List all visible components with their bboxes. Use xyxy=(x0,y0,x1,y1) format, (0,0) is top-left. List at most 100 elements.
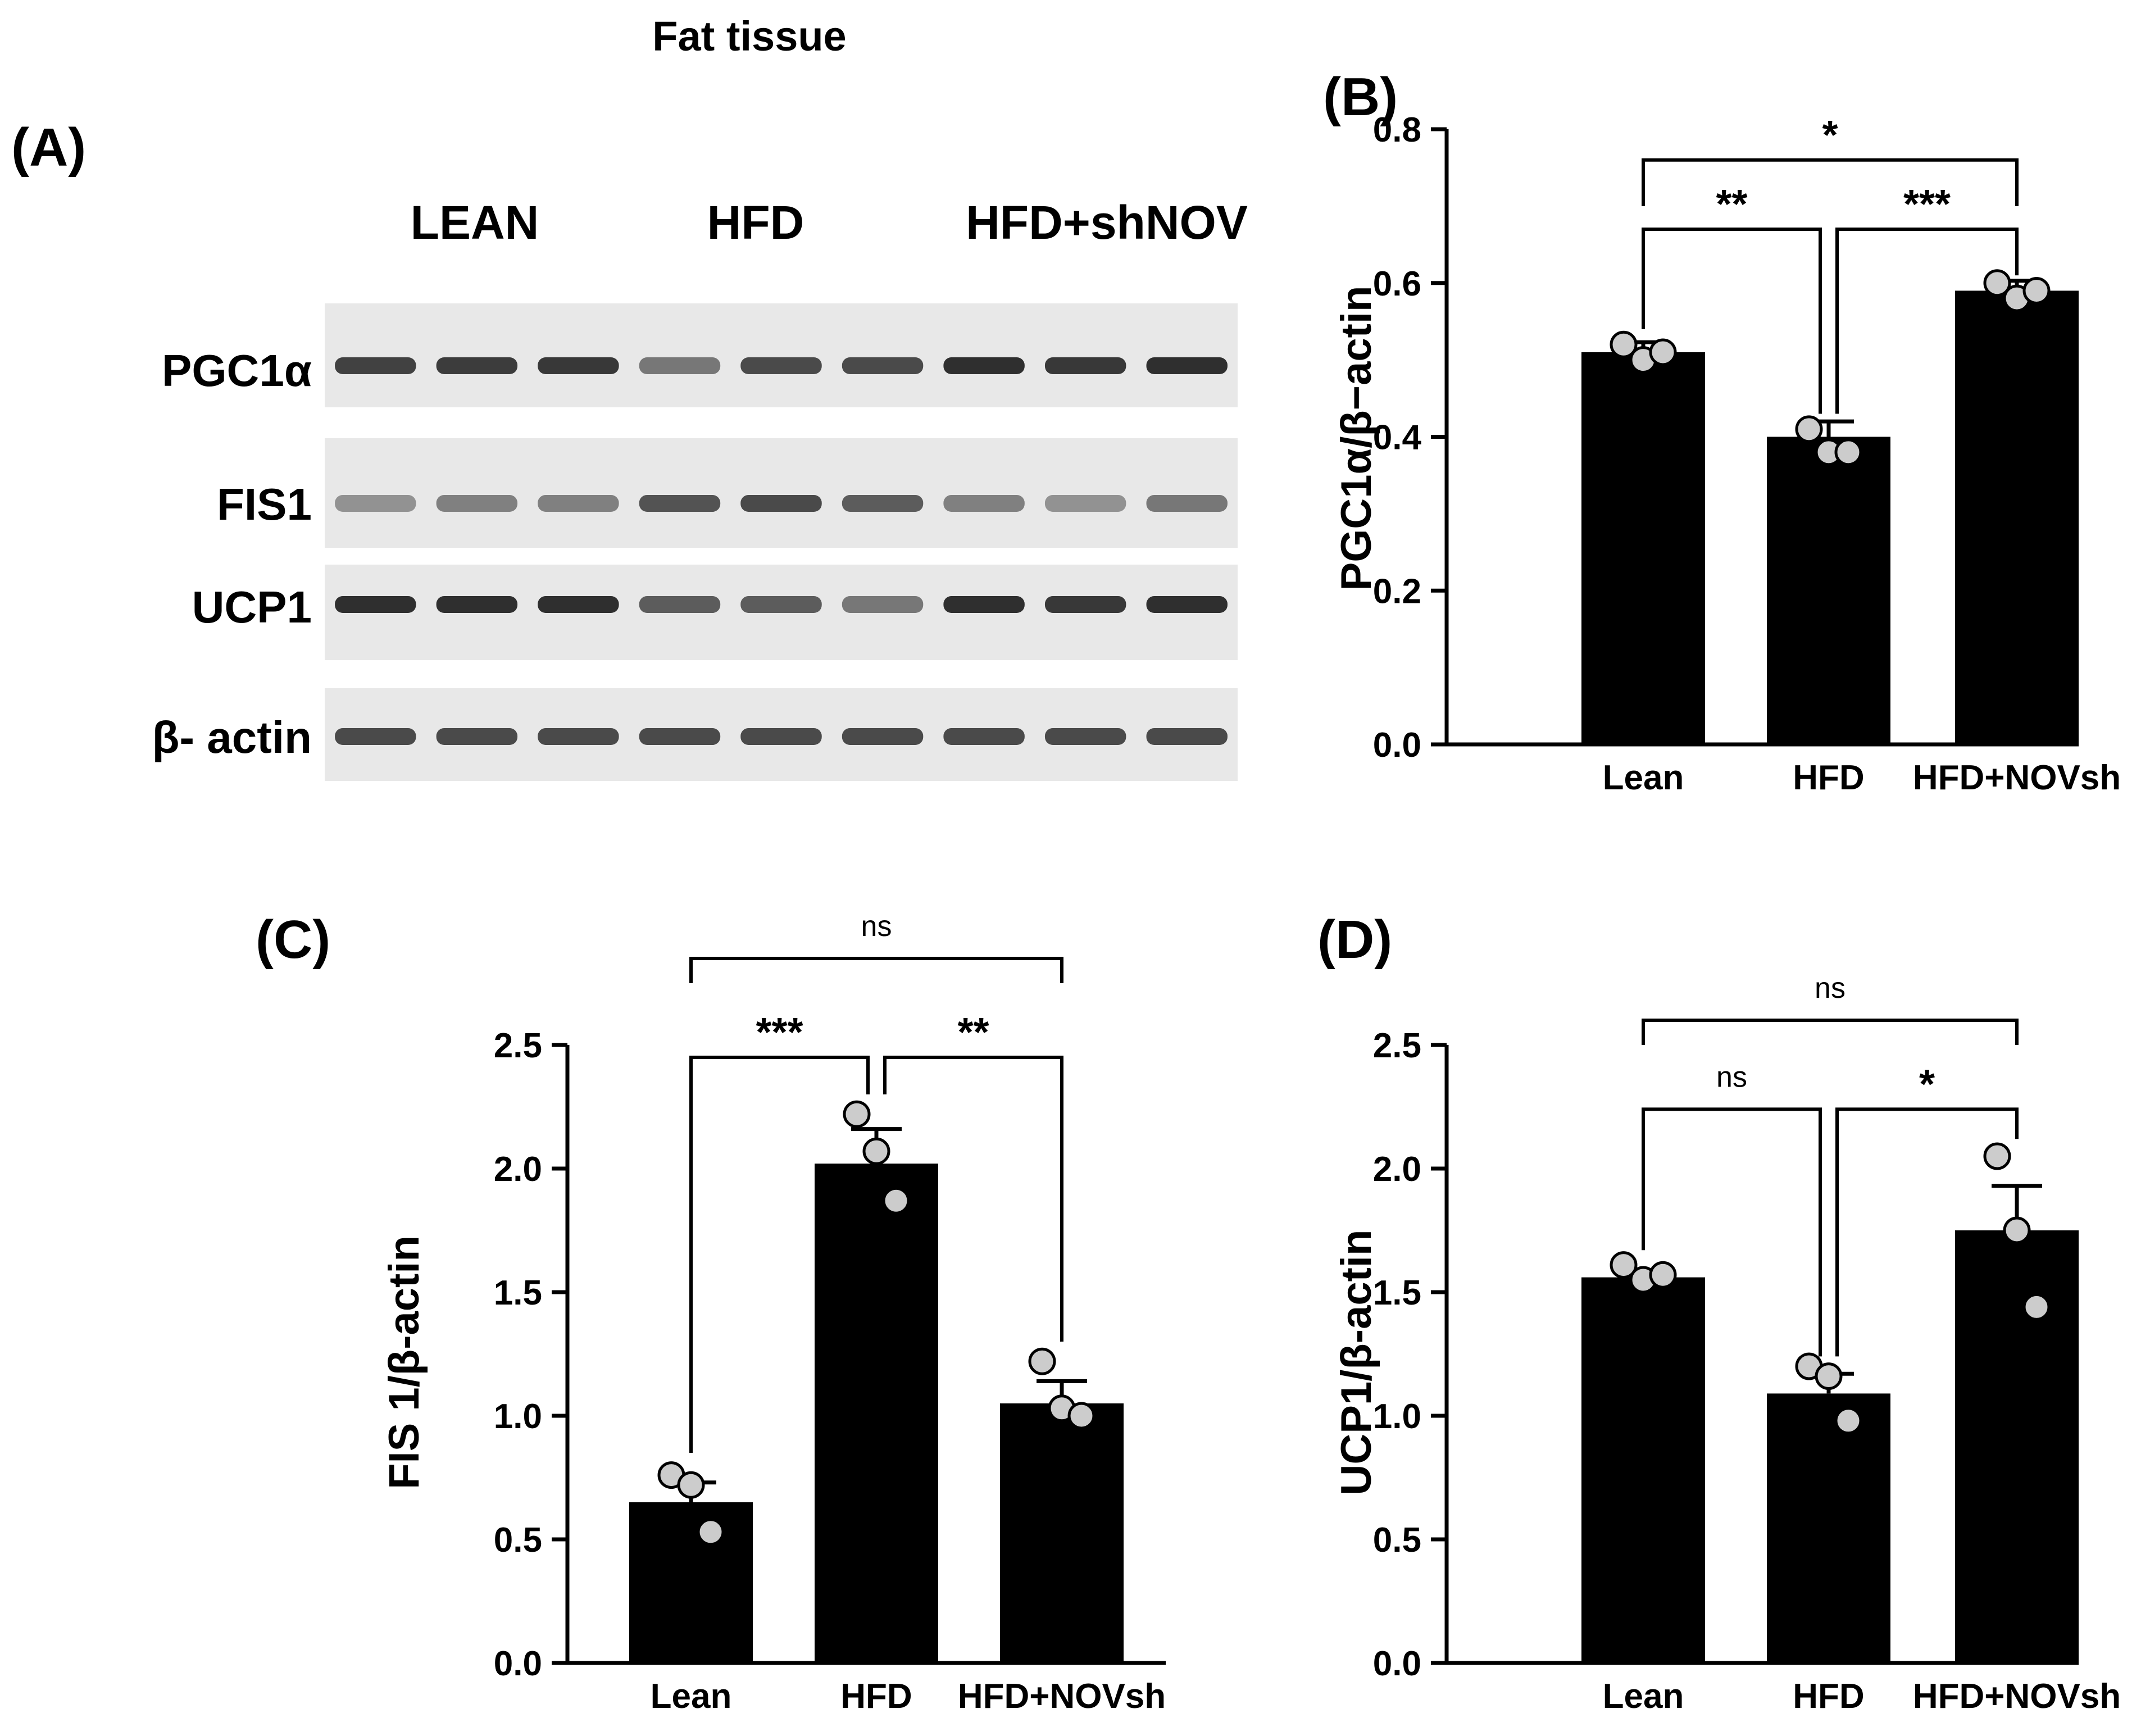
panel-c-chart: (C) 0.0 0.5 1.0 1.5 2.0 2.5 FIS 1/β-actin Lean HF… xyxy=(256,910,1166,1716)
y-tick-label: 2.5 xyxy=(1373,1026,1421,1065)
y-axis-label-part: −actin xyxy=(1333,286,1380,411)
data-point xyxy=(1983,1142,2011,1170)
blot-group-label: LEAN xyxy=(411,196,539,249)
blot-row-label: PGC1α xyxy=(162,346,312,396)
bar xyxy=(1767,1393,1890,1663)
data-point xyxy=(2022,1293,2051,1321)
data-point xyxy=(1610,1251,1638,1279)
blot-band xyxy=(1044,728,1126,745)
x-tick-label: HFD+NOVsh xyxy=(958,1677,1166,1716)
y-tick-label: 2.5 xyxy=(494,1026,542,1065)
data-point xyxy=(2003,1216,2031,1244)
y-axis-label-part: / xyxy=(1333,437,1380,448)
blot-band xyxy=(1044,495,1126,512)
data-point xyxy=(843,1100,871,1128)
blot-band xyxy=(842,728,924,745)
blot-band xyxy=(1044,357,1126,374)
significance-label: ns xyxy=(861,910,892,943)
data-point xyxy=(1028,1347,1056,1375)
bar xyxy=(1955,1230,2079,1663)
blot-band xyxy=(943,728,1025,745)
y-axis-label-part: β xyxy=(1333,1343,1380,1369)
y-tick-label: 0.0 xyxy=(494,1644,542,1683)
y-axis-label: PGC1α/β−actin xyxy=(1333,286,1380,591)
data-point xyxy=(1815,1362,1843,1390)
panel-a-western-blot: (A) Fat tissue LEAN HFD HFD+shNOV PGC1α FIS… xyxy=(11,13,1248,781)
bar xyxy=(629,1502,753,1663)
blot-band xyxy=(943,495,1025,512)
significance-label: * xyxy=(1822,113,1838,158)
data-point xyxy=(1834,1407,1862,1435)
blot-row-label: FIS1 xyxy=(217,479,312,529)
y-tick-label: 1.0 xyxy=(1373,1397,1421,1436)
data-point xyxy=(697,1518,725,1546)
blot-band xyxy=(842,357,924,374)
y-tick-label: 0.4 xyxy=(1373,419,1422,457)
bar xyxy=(1955,290,2079,744)
significance-label: *** xyxy=(1903,182,1951,227)
blot-band xyxy=(538,495,619,512)
y-axis-label: UCP1/β-actin xyxy=(1333,1230,1380,1496)
data-point xyxy=(882,1187,910,1215)
y-axis-label: FIS 1/β-actin xyxy=(380,1235,428,1489)
significance-bracket xyxy=(689,1056,870,1453)
blot-band xyxy=(639,596,721,613)
y-tick-label: 1.5 xyxy=(1373,1274,1421,1312)
y-tick-label: 0.0 xyxy=(1373,726,1421,765)
blot-band xyxy=(538,728,619,745)
blot-band xyxy=(639,728,721,745)
blot-row-label: UCP1 xyxy=(192,582,312,632)
x-tick-label: Lean xyxy=(651,1677,732,1716)
blot-band xyxy=(639,495,721,512)
blot-membrane xyxy=(325,303,1238,407)
panel-b-chart: (B) 0.0 0.2 0.4 0.6 0.8 PGC1α/β−actin Lean HFD HF… xyxy=(1323,67,2121,797)
blot-band xyxy=(639,357,721,374)
bar xyxy=(1000,1403,1124,1663)
x-tick-label: HFD xyxy=(1793,758,1864,797)
blot-band xyxy=(436,357,518,374)
x-tick-label: HFD+NOVsh xyxy=(1913,1677,2121,1716)
y-tick-label: 0.8 xyxy=(1373,111,1421,149)
blot-band xyxy=(436,596,518,613)
data-point xyxy=(1610,330,1638,358)
significance-bracket xyxy=(883,1056,1063,1342)
data-point xyxy=(2022,276,2051,305)
data-point xyxy=(1649,338,1677,366)
panel-d-chart: (D) 0.0 0.5 1.0 1.5 2.0 2.5 UCP1/β-actin Lean HFD… xyxy=(1317,910,2121,1716)
blot-band xyxy=(842,596,924,613)
blot-rows: PGC1α FIS1 UCP1 β- actin xyxy=(152,303,1238,781)
significance-bracket xyxy=(1642,1107,1822,1357)
significance-label: ** xyxy=(1716,182,1747,227)
significance-label: ** xyxy=(957,1010,989,1055)
y-axis-label-part: PGC1 xyxy=(1333,475,1380,591)
blot-band xyxy=(436,495,518,512)
significance-label: * xyxy=(1919,1062,1935,1107)
data-point xyxy=(677,1471,705,1499)
x-tick-label: Lean xyxy=(1603,758,1684,797)
blot-band xyxy=(740,596,822,613)
significance-bracket xyxy=(1835,1107,2019,1357)
data-point xyxy=(1067,1402,1096,1430)
significance-bracket xyxy=(1642,227,1822,414)
blot-strip: PGC1α xyxy=(162,303,1238,407)
data-point xyxy=(1649,1261,1677,1289)
blot-strip: UCP1 xyxy=(192,565,1238,660)
x-tick-label: HFD+NOVsh xyxy=(1913,758,2121,797)
y-tick-label: 0.0 xyxy=(1373,1644,1421,1683)
blot-band xyxy=(1146,495,1228,512)
blot-band xyxy=(943,357,1025,374)
bar xyxy=(815,1164,938,1663)
panel-label: (B) xyxy=(1323,67,1398,127)
data-point xyxy=(862,1137,890,1165)
blot-band xyxy=(1044,596,1126,613)
data-point xyxy=(1834,438,1862,466)
blot-band xyxy=(335,728,416,745)
y-axis-label-part: β xyxy=(1333,410,1380,436)
bar xyxy=(1767,437,1890,744)
blot-band xyxy=(1146,357,1228,374)
blot-band xyxy=(842,495,924,512)
panel-label: (C) xyxy=(256,910,330,970)
y-axis-label-part: β xyxy=(380,1349,428,1375)
blot-band xyxy=(1146,596,1228,613)
